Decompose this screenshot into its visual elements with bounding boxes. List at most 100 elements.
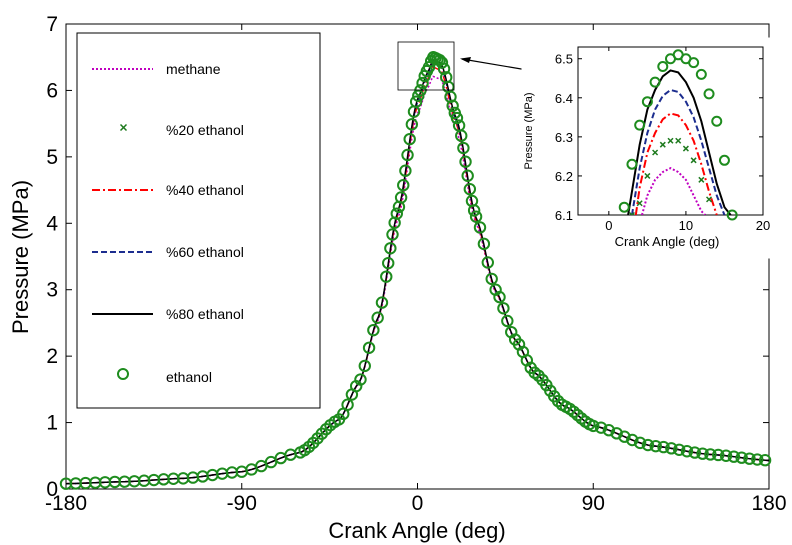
ethanol-marker [403, 132, 416, 146]
x-axis-label: Crank Angle (deg) [328, 518, 505, 543]
ethanol-marker [481, 256, 494, 269]
ethanol-marker [371, 311, 384, 324]
inset-circle-marker [726, 209, 738, 221]
ethanol-marker [437, 62, 451, 76]
x-tick-label: -180 [45, 492, 87, 515]
main-series-lines [65, 58, 770, 485]
ethanol-marker [477, 237, 491, 251]
inset-line--80-ethanol [627, 69, 732, 215]
legend-box [76, 32, 321, 409]
y-tick-label: 0 [46, 478, 58, 501]
inset-circle-marker [703, 88, 715, 100]
inset-x-marker [636, 200, 643, 207]
inset-circle-marker [641, 96, 653, 108]
ethanol-marker [412, 89, 425, 103]
ethanol-marker [657, 440, 670, 454]
y-tick-label: 3 [46, 279, 58, 302]
inset-y-axis-label: Pressure (MPa) [523, 92, 535, 169]
main-line--80-ethanol [65, 58, 770, 485]
ethanol-marker [450, 111, 464, 125]
ethanol-marker [405, 118, 419, 131]
inset-y-tick-label: 6.5 [555, 52, 573, 67]
y-tick-label: 7 [46, 13, 58, 36]
inset-series [618, 49, 738, 221]
y-tick-label: 5 [46, 146, 58, 169]
ethanol-marker [394, 191, 408, 204]
ethanol-marker [712, 448, 725, 462]
ethanol-marker [358, 359, 371, 373]
ethanol-marker [688, 446, 701, 459]
main-y-ticks: 0 1 2 3 4 5 6 7 [46, 13, 769, 501]
ethanol-marker [735, 451, 748, 464]
inset-chart: 6.16.26.36.46.5 0 10 20 Crank Angle (deg) … [521, 37, 773, 259]
inset-circle-marker [618, 201, 630, 213]
main-x-ticks: -180 -90 0 90 180 [45, 24, 787, 515]
ethanol-marker [626, 433, 639, 447]
inset-x-marker [652, 149, 659, 156]
ethanol-marker [501, 314, 514, 328]
ethanol-marker [594, 421, 608, 434]
ethanol-marker [397, 178, 410, 192]
inset-x-axis-label: Crank Angle (deg) [615, 234, 720, 249]
inset-plot-area [577, 46, 764, 216]
ethanol-marker [463, 182, 477, 196]
main-ethanol-markers [59, 51, 772, 490]
ethanol-marker [758, 454, 772, 467]
inset-circle-marker [657, 61, 669, 73]
legend-marker-20-ethanol [119, 123, 128, 132]
ethanol-marker [416, 76, 429, 90]
ethanol-marker [461, 169, 474, 182]
inset-x-ticks: 0 10 20 [605, 47, 770, 233]
ethanol-marker [719, 449, 733, 462]
ethanol-marker [587, 419, 600, 433]
ethanol-marker [380, 270, 393, 283]
inset-y-tick-label: 6.1 [555, 208, 573, 223]
inset-x-marker [628, 211, 635, 215]
inset-x-tick-label: 20 [756, 218, 770, 233]
ethanol-marker [485, 272, 498, 286]
ethanol-marker [467, 204, 481, 217]
inset-x-marker [698, 176, 705, 183]
ethanol-marker [641, 438, 655, 452]
inset-x-marker [706, 196, 713, 203]
inset-clip-group [627, 69, 732, 215]
ethanol-marker [422, 60, 436, 74]
legend-label-ethanol: ethanol [166, 369, 212, 385]
ethanol-marker [459, 155, 472, 168]
legend-label-40-ethanol: %40 ethanol [166, 182, 244, 198]
inset-y-tick-label: 6.4 [555, 91, 573, 106]
legend-label-20-ethanol: %20 ethanol [166, 122, 244, 138]
x-tick-label: 90 [582, 492, 605, 515]
ethanol-marker [665, 442, 678, 455]
ethanol-marker [386, 228, 399, 241]
inset-line--60-ethanol [630, 88, 726, 215]
inset-line--40-ethanol [634, 112, 718, 215]
ethanol-marker [401, 148, 414, 162]
inset-circle-marker [626, 158, 638, 170]
inset-x-marker [675, 137, 682, 144]
inset-line-methane [641, 166, 706, 215]
ethanol-marker [367, 323, 380, 337]
inset-x-marker [659, 141, 666, 148]
inset-x-marker [667, 137, 674, 144]
ethanol-marker [457, 141, 470, 155]
ethanol-marker [633, 436, 647, 450]
y-tick-label: 6 [46, 79, 58, 102]
inset-x-marker [690, 157, 697, 164]
y-tick-label: 2 [46, 345, 58, 368]
ethanol-marker [409, 95, 423, 108]
inset-x-tick-label: 10 [679, 218, 693, 233]
inset-circle-marker [718, 154, 730, 166]
legend-label-60-ethanol: %60 ethanol [166, 244, 244, 260]
ethanol-marker [649, 439, 662, 453]
ethanol-marker [446, 99, 459, 113]
y-tick-label: 4 [46, 212, 58, 235]
ethanol-marker [375, 296, 389, 309]
x-tick-label: 0 [412, 492, 424, 515]
ethanol-marker [704, 448, 717, 461]
inset-y-tick-label: 6.2 [555, 169, 573, 184]
inset-circle-marker [634, 119, 646, 131]
ethanol-marker [382, 256, 395, 270]
y-tick-label: 1 [46, 412, 58, 435]
